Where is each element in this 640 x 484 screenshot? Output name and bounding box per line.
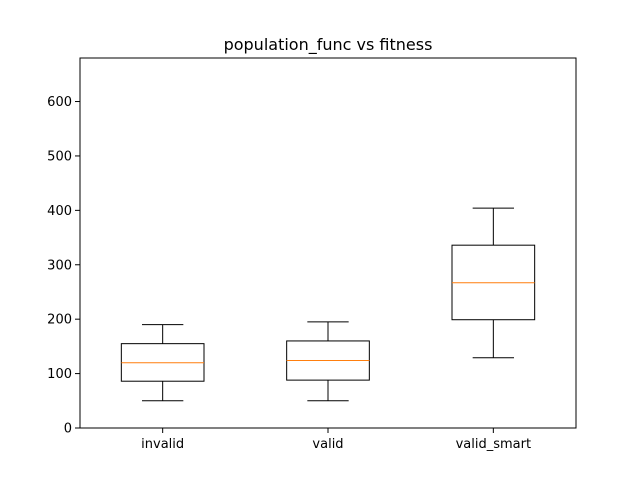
plot-area: 0 100 200 300 400 500 600 invalid valid valid_sma… bbox=[47, 95, 536, 452]
y-tick-label: 600 bbox=[47, 95, 72, 110]
y-tick-label: 400 bbox=[47, 204, 72, 219]
y-tick-label: 0 bbox=[64, 422, 72, 437]
x-tick-label: valid_smart bbox=[456, 437, 531, 452]
y-tick-label: 200 bbox=[47, 313, 72, 328]
y-tick-label: 300 bbox=[47, 258, 72, 273]
box-valid bbox=[286, 321, 370, 402]
y-tick-label: 100 bbox=[47, 367, 72, 382]
box-valid_smart bbox=[451, 207, 536, 359]
y-tick-label: 500 bbox=[47, 149, 72, 164]
x-tick-label: invalid bbox=[141, 437, 184, 452]
chart-title: population_func vs fitness bbox=[224, 35, 433, 55]
x-tick-label: valid bbox=[312, 437, 343, 452]
box-invalid bbox=[120, 324, 205, 402]
axes-frame bbox=[79, 57, 577, 429]
